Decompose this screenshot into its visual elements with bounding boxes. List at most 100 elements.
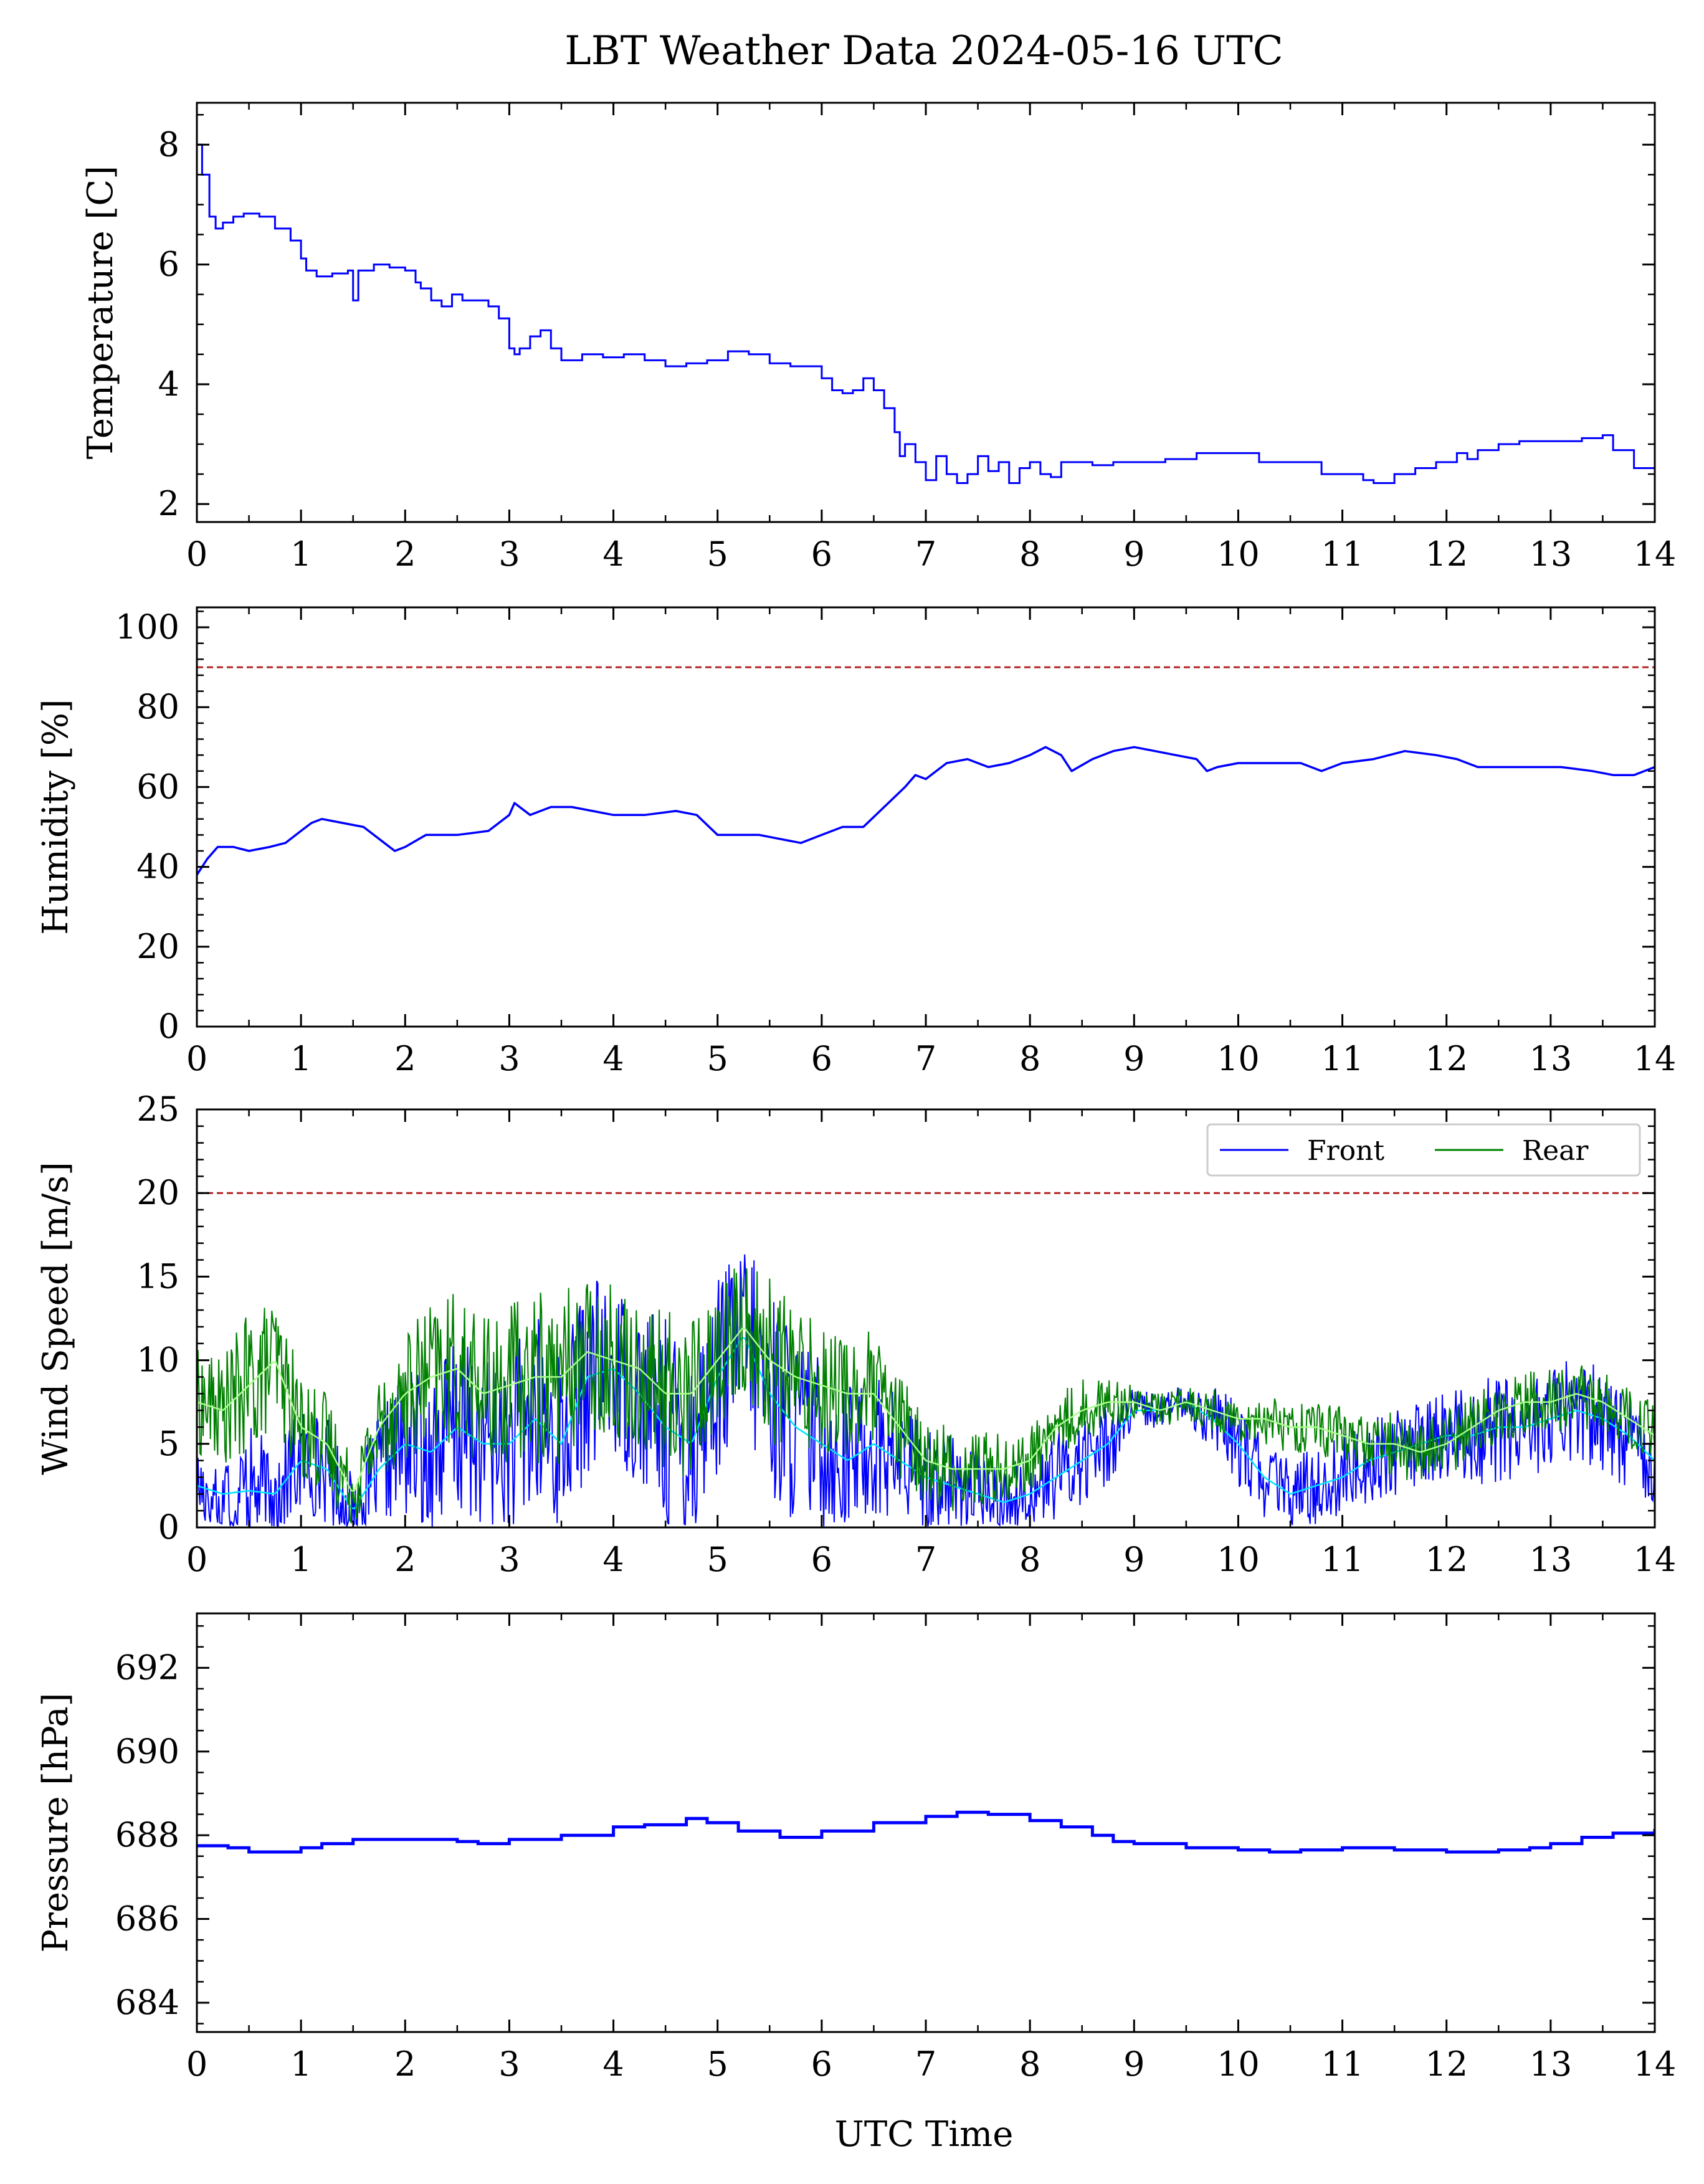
x-tick-label: 9 [1123, 2044, 1145, 2084]
y-axis-label: Humidity [%] [36, 699, 76, 935]
x-tick-label: 2 [394, 1540, 416, 1579]
series-humidity [197, 746, 1655, 876]
x-tick-label: 8 [1019, 534, 1040, 574]
x-tick-label: 7 [915, 2044, 936, 2084]
x-tick-label: 12 [1425, 1039, 1468, 1078]
x-tick-label: 0 [186, 2044, 207, 2084]
y-axis-ticks: 0 5 10 15 20 25 [136, 1090, 1655, 1547]
y-tick-label: 0 [158, 1007, 179, 1046]
x-tick-label: 9 [1123, 1039, 1145, 1078]
x-tick-label: 14 [1634, 1039, 1677, 1078]
legend-label: Rear [1522, 1135, 1589, 1167]
y-tick-label: 20 [136, 927, 179, 966]
x-tick-label: 10 [1217, 1039, 1260, 1078]
x-tick-label: 10 [1217, 1540, 1260, 1579]
figure-title: LBT Weather Data 2024-05-16 UTC [564, 28, 1283, 74]
x-axis-ticks: 0 1 2 3 4 5 6 7 8 9 10 11 12 13 14 [186, 103, 1677, 574]
x-tick-label: 2 [394, 2044, 416, 2084]
y-axis-label: Pressure [hPa] [36, 1693, 76, 1952]
x-tick-label: 2 [394, 1039, 416, 1078]
y-tick-label: 6 [158, 245, 179, 284]
x-tick-label: 5 [707, 1540, 728, 1579]
x-tick-label: 12 [1425, 2044, 1468, 2084]
y-tick-label: 4 [158, 364, 179, 404]
x-tick-label: 3 [498, 1039, 520, 1078]
axes-frame [196, 102, 1656, 523]
x-tick-label: 2 [394, 534, 416, 574]
y-axis-label: Wind Speed [m/s] [36, 1162, 76, 1475]
y-tick-label: 80 [136, 687, 179, 726]
y-axis-ticks: 0 20 40 60 80 100 [115, 607, 1655, 1046]
x-tick-label: 4 [602, 1039, 624, 1078]
x-tick-label: 7 [915, 534, 936, 574]
legend-label: Front [1307, 1135, 1384, 1167]
x-tick-label: 12 [1425, 534, 1468, 574]
x-tick-label: 13 [1529, 1540, 1572, 1579]
y-tick-label: 684 [115, 1983, 179, 2022]
x-tick-label: 11 [1321, 1039, 1364, 1078]
y-tick-label: 20 [136, 1173, 179, 1212]
x-tick-label: 13 [1529, 2044, 1572, 2084]
x-tick-label: 11 [1321, 1540, 1364, 1579]
series-temperature-line [197, 143, 1655, 484]
y-axis-ticks: 2 4 6 8 [158, 113, 1655, 523]
legend: Front Rear [1206, 1123, 1641, 1177]
legend-box [1206, 1123, 1641, 1177]
x-tick-label: 1 [290, 1540, 312, 1579]
plot-area [197, 666, 1655, 876]
series-rear-smooth-line [197, 1327, 1655, 1492]
x-tick-label: 4 [602, 534, 624, 574]
x-tick-label: 14 [1634, 1540, 1677, 1579]
y-axis-label: Temperature [C] [80, 166, 121, 459]
x-tick-label: 8 [1019, 1540, 1040, 1579]
plot-area [197, 143, 1655, 484]
x-tick-label: 9 [1123, 1540, 1145, 1579]
y-tick-label: 692 [115, 1648, 179, 1687]
panel-humidity: 0 1 2 3 4 5 6 7 8 9 10 11 12 13 14020406080100Humidity… [36, 606, 1677, 1078]
x-tick-label: 6 [811, 534, 832, 574]
y-tick-label: 686 [115, 1899, 179, 1939]
y-tick-label: 0 [158, 1507, 179, 1547]
x-tick-label: 11 [1321, 534, 1364, 574]
x-axis-label: UTC Time [835, 2114, 1014, 2155]
y-axis-ticks: 684 686 688 690 692 [115, 1625, 1655, 2025]
series-rear-raw-line [197, 1268, 1655, 1524]
x-tick-label: 5 [707, 534, 728, 574]
x-tick-label: 7 [915, 1039, 936, 1078]
y-tick-label: 10 [136, 1341, 179, 1380]
x-tick-label: 4 [602, 2044, 624, 2084]
x-tick-label: 9 [1123, 534, 1145, 574]
x-tick-label: 5 [707, 1039, 728, 1078]
legend-item-rear: Rear [1435, 1135, 1589, 1167]
series-pressure-line [197, 1810, 1655, 1854]
x-tick-label: 12 [1425, 1540, 1468, 1579]
x-tick-label: 5 [707, 2044, 728, 2084]
x-tick-label: 1 [290, 1039, 312, 1078]
plot-area [197, 1192, 1655, 1527]
x-tick-label: 6 [811, 1540, 832, 1579]
y-tick-label: 60 [136, 767, 179, 806]
y-tick-label: 8 [158, 125, 179, 164]
y-tick-label: 5 [158, 1424, 179, 1463]
y-tick-label: 40 [136, 847, 179, 886]
x-tick-label: 3 [498, 1540, 520, 1579]
x-tick-label: 14 [1634, 534, 1677, 574]
x-tick-label: 0 [186, 1039, 207, 1078]
x-tick-label: 13 [1529, 534, 1572, 574]
x-tick-label: 11 [1321, 2044, 1364, 2084]
x-axis-ticks: 0 1 2 3 4 5 6 7 8 9 10 11 12 13 14 [186, 1613, 1677, 2084]
series-front [197, 1254, 1655, 1527]
x-tick-label: 14 [1634, 2044, 1677, 2084]
series-rear [197, 1268, 1655, 1524]
x-tick-label: 10 [1217, 534, 1260, 574]
x-tick-label: 6 [811, 1039, 832, 1078]
y-tick-label: 2 [158, 484, 179, 523]
x-axis-ticks: 0 1 2 3 4 5 6 7 8 9 10 11 12 13 14 [186, 607, 1677, 1078]
x-tick-label: 4 [602, 1540, 624, 1579]
series-front-raw-line [197, 1254, 1655, 1527]
x-tick-label: 0 [186, 534, 207, 574]
x-tick-label: 7 [915, 1540, 936, 1579]
